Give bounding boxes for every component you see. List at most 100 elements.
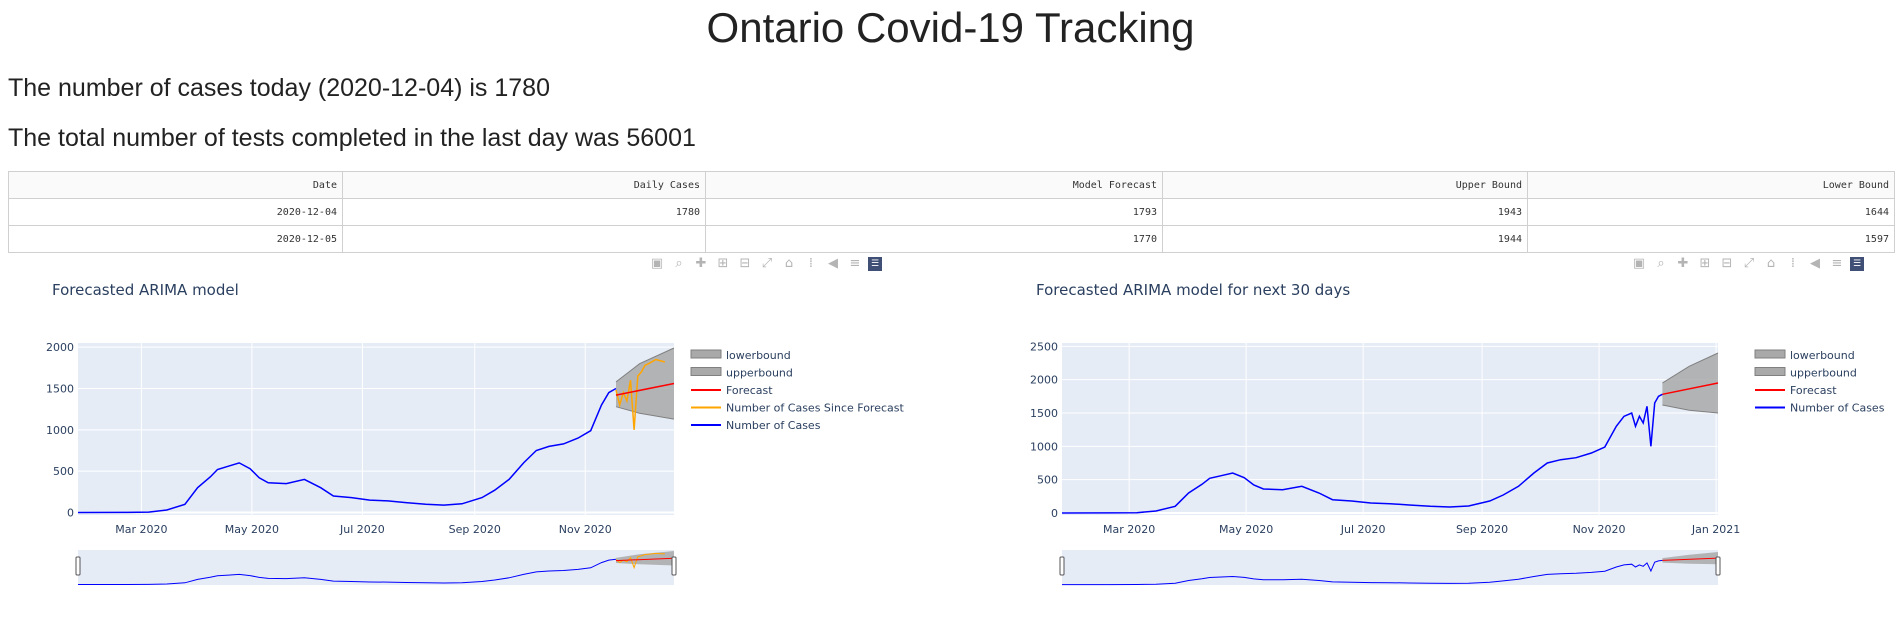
- legend-swatch: [1754, 349, 1786, 359]
- camera-icon[interactable]: ▣: [1632, 256, 1646, 271]
- range-slider-bg: [78, 550, 674, 585]
- range-slider-forecast: [1662, 557, 1719, 561]
- legend-item[interactable]: lowerbound: [1754, 349, 1855, 362]
- legend-label: Number of Cases: [726, 419, 821, 432]
- zoom-out-icon[interactable]: ⊟: [1721, 256, 1733, 271]
- legend-swatch: [690, 349, 722, 359]
- cell-upper-bound[interactable]: 1944: [1162, 225, 1528, 253]
- range-slider-forecast: [615, 557, 675, 562]
- autoscale-icon[interactable]: ⤢: [761, 256, 773, 271]
- spike-lines-icon[interactable]: ⁞: [1790, 256, 1796, 271]
- number-of-cases-line: [1061, 393, 1663, 514]
- cell-lower-bound[interactable]: 1597: [1527, 225, 1895, 253]
- zoom-in-icon[interactable]: ⊞: [1699, 256, 1711, 271]
- col-header-model-forecast[interactable]: Model Forecast: [705, 171, 1163, 199]
- cell-model-forecast[interactable]: 1793: [705, 198, 1163, 226]
- range-slider-handle-right[interactable]: [671, 556, 677, 576]
- cell-lower-bound[interactable]: 1644: [1527, 198, 1895, 226]
- autoscale-icon[interactable]: ⤢: [1743, 256, 1755, 271]
- legend-label: lowerbound: [1790, 349, 1855, 362]
- reset-axes-icon[interactable]: ⌂: [1766, 256, 1776, 271]
- upperbound-line: [1662, 352, 1719, 384]
- x-tick-label: Sep 2020: [1456, 523, 1508, 536]
- pan-icon[interactable]: ✚: [695, 256, 707, 271]
- number-of-cases-line: [77, 387, 617, 514]
- y-tick-label: 1500: [1030, 407, 1058, 420]
- range-slider-handle-right[interactable]: [1715, 556, 1721, 576]
- plotly-logo-icon[interactable]: ☰: [868, 257, 882, 271]
- hover-closest-icon[interactable]: ◀: [828, 256, 838, 271]
- x-tick-label: Sep 2020: [449, 523, 501, 536]
- col-header-daily-cases[interactable]: Daily Cases: [342, 171, 706, 199]
- legend-item[interactable]: Forecast: [1755, 384, 1837, 397]
- x-tick-label: May 2020: [1219, 523, 1273, 536]
- col-header-upper-bound[interactable]: Upper Bound: [1162, 171, 1528, 199]
- chart-title: Forecasted ARIMA model: [52, 281, 239, 299]
- cell-model-forecast[interactable]: 1770: [705, 225, 1163, 253]
- forecast-line: [1662, 382, 1719, 396]
- arima-chart-left[interactable]: Forecasted ARIMA model Mar 2020 May 2020 Ju…: [0, 275, 950, 610]
- range-slider-handle-left[interactable]: [75, 556, 81, 576]
- y-tick-label: 1000: [1030, 440, 1058, 453]
- cell-daily-cases[interactable]: [342, 225, 706, 253]
- legend-label: upperbound: [1790, 367, 1857, 380]
- legend-item[interactable]: upperbound: [1754, 367, 1857, 380]
- upperbound-line: [615, 347, 675, 383]
- range-slider-cases: [1062, 559, 1663, 586]
- plot-area: [78, 343, 674, 515]
- zoom-out-icon[interactable]: ⊟: [739, 256, 751, 271]
- x-tick-label: Jan 2021: [1691, 523, 1740, 536]
- y-tick-label: 1000: [46, 424, 74, 437]
- y-tick-label: 2000: [1030, 374, 1058, 387]
- range-slider-band: [1662, 552, 1718, 565]
- legend-swatch: [690, 367, 722, 376]
- range-slider-handle-left[interactable]: [1059, 556, 1065, 576]
- cell-daily-cases[interactable]: 1780: [342, 198, 706, 226]
- x-tick-label: Nov 2020: [559, 523, 612, 536]
- spike-lines-icon[interactable]: ⁞: [808, 256, 814, 271]
- forecast-line: [615, 382, 675, 396]
- legend-item[interactable]: Number of Cases: [691, 419, 821, 432]
- y-tick-label: 2500: [1030, 340, 1058, 353]
- legend-item[interactable]: upperbound: [690, 367, 793, 380]
- range-slider-cases: [78, 558, 617, 585]
- zoom-in-icon[interactable]: ⊞: [717, 256, 729, 271]
- table-row: 2020-12-05 1770 1944 1597: [8, 225, 1895, 253]
- hover-compare-icon[interactable]: ≡: [849, 256, 861, 271]
- arima-chart-right[interactable]: Forecasted ARIMA model for next 30 days M…: [980, 275, 1901, 610]
- legend-label: upperbound: [726, 367, 793, 380]
- x-tick-label: Nov 2020: [1573, 523, 1626, 536]
- legend-label: Forecast: [726, 384, 773, 397]
- zoom-icon[interactable]: ⌕: [1657, 256, 1665, 271]
- table-row: 2020-12-04 1780 1793 1943 1644: [8, 198, 1895, 226]
- reset-axes-icon[interactable]: ⌂: [784, 256, 794, 271]
- plotly-logo-icon[interactable]: ☰: [1850, 257, 1864, 271]
- legend-label: Number of Cases Since Forecast: [726, 402, 904, 415]
- pan-icon[interactable]: ✚: [1677, 256, 1689, 271]
- tests-completed-text: The total number of tests completed in t…: [8, 124, 696, 152]
- cell-upper-bound[interactable]: 1943: [1162, 198, 1528, 226]
- col-header-lower-bound[interactable]: Lower Bound: [1527, 171, 1895, 199]
- col-header-date[interactable]: Date: [8, 171, 343, 199]
- legend-label: lowerbound: [726, 349, 791, 362]
- y-tick-label: 2000: [46, 341, 74, 354]
- confidence-band: [616, 348, 674, 420]
- legend-item[interactable]: lowerbound: [690, 349, 791, 362]
- legend-item[interactable]: Number of Cases Since Forecast: [691, 402, 904, 415]
- hover-closest-icon[interactable]: ◀: [1810, 256, 1820, 271]
- cell-date[interactable]: 2020-12-04: [8, 198, 343, 226]
- legend-item[interactable]: Forecast: [691, 384, 773, 397]
- lowerbound-line: [615, 406, 675, 420]
- cell-date[interactable]: 2020-12-05: [8, 225, 343, 253]
- chart-title: Forecasted ARIMA model for next 30 days: [1036, 281, 1350, 299]
- legend-item[interactable]: Number of Cases: [1755, 402, 1885, 415]
- y-tick-label: 500: [1037, 474, 1058, 487]
- range-slider-band: [616, 551, 674, 566]
- chart-modebar-right: ▣ ⌕ ✚ ⊞ ⊟ ⤢ ⌂ ⁞ ◀ ≡ ☰: [1630, 256, 1864, 272]
- x-tick-label: May 2020: [225, 523, 279, 536]
- zoom-icon[interactable]: ⌕: [675, 256, 683, 271]
- hover-compare-icon[interactable]: ≡: [1831, 256, 1843, 271]
- y-tick-label: 500: [53, 465, 74, 478]
- camera-icon[interactable]: ▣: [650, 256, 664, 271]
- x-tick-label: Mar 2020: [1103, 523, 1155, 536]
